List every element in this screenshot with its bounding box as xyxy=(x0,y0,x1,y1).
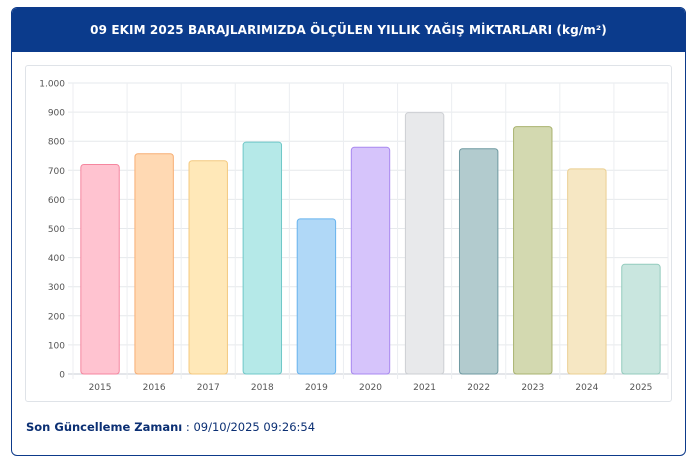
last-update-label: Son Güncelleme Zamanı xyxy=(26,420,183,434)
y-tick-label: 1.000 xyxy=(39,80,65,90)
y-tick-label: 400 xyxy=(48,254,65,264)
chart-card: 09 EKIM 2025 BARAJLARIMIZDA ÖLÇÜLEN YILL… xyxy=(11,7,686,456)
chart-bars xyxy=(80,112,661,375)
y-tick-label: 500 xyxy=(48,225,65,235)
y-tick-label: 600 xyxy=(48,196,65,206)
chart-frame: 0 100 200 300 400 500 600 700 800 900 1.000 2015 20… xyxy=(25,65,672,402)
x-tick-label: 2025 xyxy=(630,383,653,393)
y-tick-label: 0 xyxy=(59,371,65,381)
bar-2023[interactable] xyxy=(513,126,553,375)
y-tick-label: 300 xyxy=(48,283,65,293)
bar-2016[interactable] xyxy=(134,153,174,375)
y-axis-labels: 0 100 200 300 400 500 600 700 800 900 1.000 xyxy=(39,80,65,381)
y-tick-label: 200 xyxy=(48,312,65,322)
x-tick-label: 2018 xyxy=(251,383,274,393)
bar-2019[interactable] xyxy=(296,218,337,375)
x-tick-label: 2017 xyxy=(197,383,220,393)
last-update-separator: : xyxy=(182,420,194,434)
last-update-value: 09/10/2025 09:26:54 xyxy=(193,420,316,434)
bar-2020[interactable] xyxy=(350,146,391,375)
x-tick-label: 2015 xyxy=(89,383,112,393)
y-tick-label: 700 xyxy=(48,167,65,177)
y-tick-label: 800 xyxy=(48,138,65,148)
bar-2015[interactable] xyxy=(80,163,120,375)
x-tick-label: 2020 xyxy=(359,383,382,393)
bar-2017[interactable] xyxy=(188,160,228,375)
x-tick-label: 2016 xyxy=(143,383,166,393)
y-tick-label: 900 xyxy=(48,109,65,119)
bar-2021[interactable] xyxy=(404,112,445,375)
bar-2018[interactable] xyxy=(242,141,283,375)
x-tick-label: 2023 xyxy=(521,383,544,393)
x-axis-labels: 2015 2016 2017 2018 2019 2020 2021 2022 2023 2024… xyxy=(89,383,653,393)
bar-2024[interactable] xyxy=(567,168,607,375)
x-tick-label: 2022 xyxy=(467,383,490,393)
last-update: Son Güncelleme Zamanı : 09/10/2025 09:26… xyxy=(26,420,315,434)
x-tick-label: 2021 xyxy=(413,383,436,393)
x-tick-label: 2024 xyxy=(575,383,598,393)
chart-title: 09 EKIM 2025 BARAJLARIMIZDA ÖLÇÜLEN YILL… xyxy=(12,8,685,52)
x-tick-label: 2019 xyxy=(305,383,328,393)
y-tick-label: 100 xyxy=(48,341,65,351)
bar-2025[interactable] xyxy=(621,263,661,375)
bar-2022[interactable] xyxy=(458,148,499,375)
